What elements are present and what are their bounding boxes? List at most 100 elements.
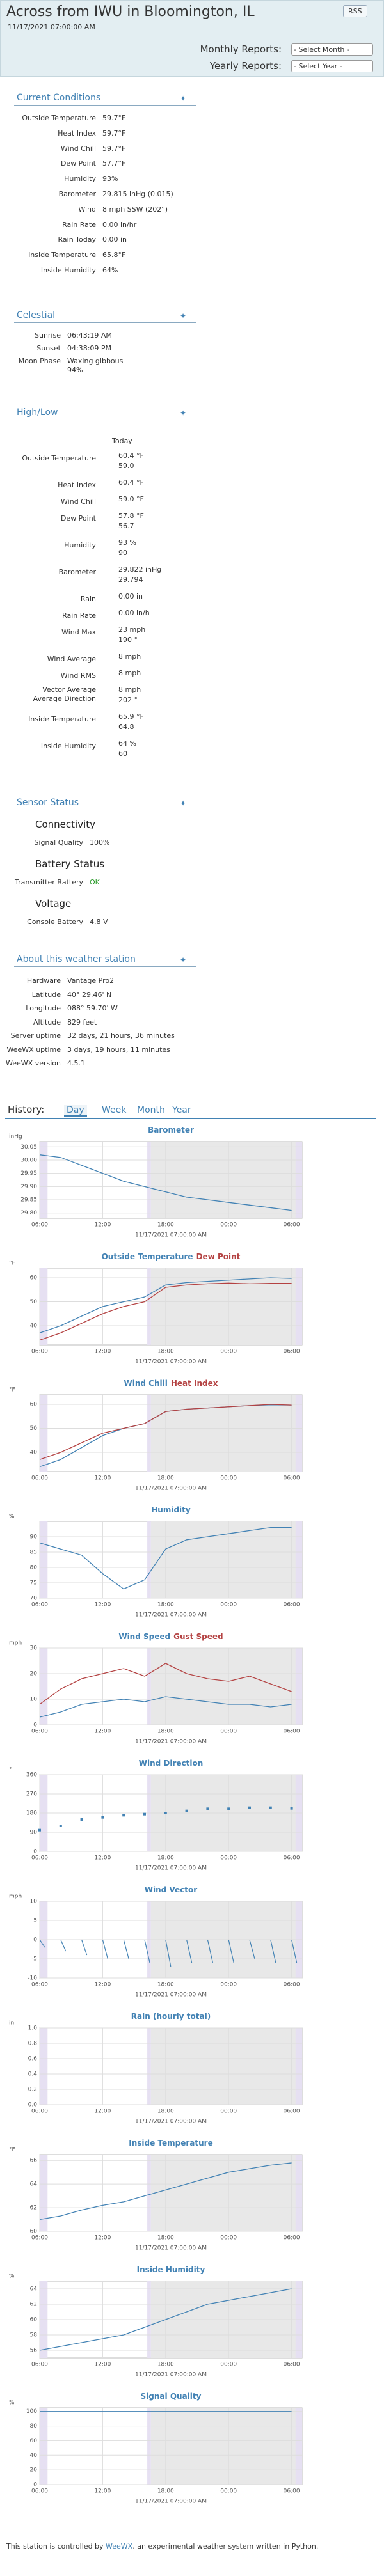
y-tick-label: -5 [31, 1956, 37, 1963]
x-tick-label: 12:00 [94, 1349, 111, 1355]
tab[interactable]: Year [172, 1105, 191, 1115]
y-tick-label: 70 [30, 1596, 38, 1602]
y-tick-label: 270 [26, 1791, 37, 1798]
y-tick-label: 10 [30, 1697, 38, 1703]
point [38, 1828, 41, 1832]
point [122, 1814, 125, 1817]
chart-title-part: Heat Index [171, 1379, 218, 1388]
night-band [150, 1521, 300, 1598]
rss-button[interactable]: RSS [343, 5, 367, 17]
x-axis-label: 11/17/2021 07:00:00 AM [135, 2499, 207, 2505]
row-label: Latitude [31, 990, 61, 999]
tab[interactable]: Week [102, 1105, 127, 1115]
monthly-select[interactable]: - Select Month - [291, 43, 373, 56]
history-chart: Barometer inHg 29.80 29.85 29.90 29.95 30.00 30… [9, 1126, 303, 1239]
history-chart: Inside Humidity% 56 58 60 62 64 06:00 12:00 18:0… [9, 2265, 303, 2378]
series-line [39, 1696, 292, 1718]
row-value: 829 feet [67, 1017, 97, 1026]
toggle-icon[interactable]: ✦ [180, 955, 187, 964]
row-label: Dew Point [60, 159, 96, 168]
high-value: 65.9 °F [118, 712, 144, 721]
low-value: 60 [118, 750, 127, 758]
row-label: Wind Chill [61, 144, 96, 153]
footer: This station is controlled by WeeWX, an … [6, 2542, 318, 2550]
row-label: Barometer [58, 568, 96, 576]
row-value: 0.00 in/hr [102, 220, 137, 229]
y-unit: % [9, 2274, 15, 2280]
y-tick-label: 20 [30, 1671, 38, 1677]
tab[interactable]: Day [64, 1105, 87, 1117]
y-tick-label: 40 [30, 2453, 38, 2459]
y-tick-label: 0 [33, 1849, 37, 1855]
row-label: Wind Average [47, 655, 96, 663]
x-tick-label: 06:00 [31, 2235, 48, 2242]
chart-title-part: Dew Point [196, 1252, 241, 1261]
row-label: Longitude [26, 1004, 61, 1012]
twilight-band [147, 2408, 151, 2485]
toggle-icon[interactable]: ✦ [180, 409, 187, 418]
series-line [39, 1282, 292, 1341]
row-label: Altitude [33, 1017, 61, 1026]
footer-link[interactable]: WeeWX [106, 2542, 133, 2550]
y-tick-label: 90 [30, 1830, 38, 1836]
row-label: Rain Today [58, 235, 96, 244]
x-tick-label: 06:00 [31, 2488, 48, 2495]
y-tick-label: 0.2 [28, 2087, 37, 2093]
history-chart: Inside Temperature °F 60 62 64 66 06:00 12:00 18… [9, 2139, 303, 2252]
y-tick-label: 20 [30, 2467, 38, 2474]
low-value: 59.0 [118, 462, 134, 470]
group-title: Connectivity [35, 819, 95, 830]
y-tick-label: 64 [30, 2286, 38, 2293]
y-unit: °F [9, 2147, 15, 2153]
monthly-label: Monthly Reports: [200, 43, 282, 55]
x-axis-label: 11/17/2021 07:00:00 AM [135, 1232, 207, 1239]
chart-title-part: Inside Temperature [129, 2139, 212, 2148]
y-tick-label: 0.8 [28, 2041, 38, 2047]
y-tick-label: 66 [30, 2158, 38, 2164]
x-tick-label: 00:00 [220, 1855, 237, 1862]
x-tick-label: 00:00 [220, 1729, 237, 1735]
x-axis-label: 11/17/2021 07:00:00 AM [135, 1612, 207, 1619]
toggle-icon[interactable]: ✦ [180, 799, 187, 808]
y-tick-label: 90 [30, 1534, 38, 1541]
toggle-icon[interactable]: ✦ [180, 94, 187, 103]
y-tick-label: 29.80 [20, 1210, 37, 1216]
y-tick-label: 0 [33, 1937, 37, 1944]
row-label: Server uptime [10, 1032, 61, 1040]
x-axis-label: 11/17/2021 07:00:00 AM [135, 2245, 207, 2252]
y-tick-label: 58 [30, 2332, 38, 2339]
y-tick-label: 40 [30, 1323, 38, 1330]
vector [228, 1939, 234, 1963]
chart-title-part: Humidity [151, 1505, 191, 1514]
row-value: 57.7°F [102, 159, 126, 168]
chart-title-part: Barometer [148, 1126, 194, 1135]
high-value: 8 mph [118, 686, 141, 694]
yearly-select[interactable]: - Select Year - [291, 60, 373, 72]
y-tick-label: -10 [28, 1975, 37, 1982]
vector [207, 1939, 213, 1963]
high-value: 64 % [118, 739, 136, 748]
row-label: WeeWX uptime [6, 1045, 61, 1054]
yearly-label: Yearly Reports: [209, 60, 282, 72]
y-tick-label: 80 [30, 2423, 38, 2430]
point [185, 1809, 188, 1812]
y-tick-label: 50 [30, 1299, 38, 1305]
series-line [39, 2288, 292, 2351]
row-label: Wind [78, 205, 96, 214]
history-chart: Humidity% 70 75 80 85 90 06:00 12:00 18:00 00:00 0… [9, 1505, 303, 1619]
toggle-icon[interactable]: ✦ [180, 311, 187, 320]
footer-text: , an experimental weather system written… [132, 2542, 319, 2550]
y-unit: % [9, 2400, 15, 2407]
high-value: 93 % [118, 538, 136, 547]
chart-title: Humidity [151, 1505, 191, 1514]
row-label: Inside Humidity [40, 266, 96, 274]
row-label: Rain [80, 595, 96, 603]
x-tick-label: 06:00 [31, 1602, 48, 1608]
twilight-band [40, 2408, 48, 2485]
x-tick-label: 00:00 [220, 2362, 237, 2368]
group-title: Battery Status [35, 858, 105, 870]
group-title: Voltage [35, 898, 72, 909]
low-value: 29.794 [118, 576, 143, 584]
tab[interactable]: Month [137, 1105, 165, 1115]
row-label: Rain Rate [62, 220, 96, 229]
